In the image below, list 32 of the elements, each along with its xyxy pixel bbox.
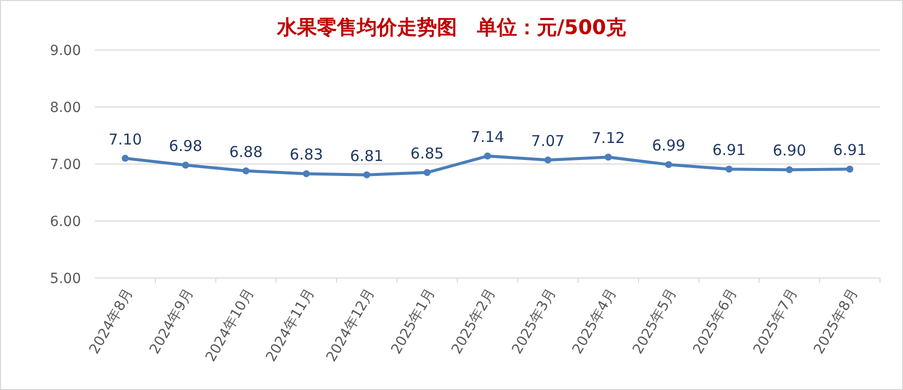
data-label: 6.90 bbox=[772, 142, 806, 160]
data-label: 6.98 bbox=[168, 137, 202, 156]
data-label: 6.99 bbox=[652, 136, 686, 155]
point bbox=[122, 154, 129, 162]
point bbox=[242, 167, 250, 174]
data-label: 7.14 bbox=[470, 128, 504, 146]
point bbox=[302, 170, 310, 178]
data-label: 6.91 bbox=[712, 141, 746, 160]
data-label: 6.85 bbox=[410, 144, 444, 163]
data-label: 7.12 bbox=[592, 129, 625, 148]
point bbox=[363, 171, 370, 178]
point bbox=[846, 166, 854, 173]
data-label: 7.07 bbox=[531, 132, 565, 150]
y-tick-label: 9.00 bbox=[50, 43, 81, 59]
data-label: 6.81 bbox=[350, 146, 384, 165]
point bbox=[726, 166, 733, 173]
data-label: 6.83 bbox=[290, 146, 324, 164]
y-tick-label: 5.00 bbox=[50, 271, 81, 287]
point bbox=[424, 169, 431, 176]
data-label: 6.88 bbox=[229, 142, 263, 161]
chart-title: 水果零售均价走势图 单位：元/500克 bbox=[276, 15, 626, 39]
point bbox=[484, 152, 491, 160]
point bbox=[786, 166, 793, 174]
data-label: 6.91 bbox=[833, 141, 867, 160]
y-tick-label: 7.00 bbox=[50, 157, 81, 173]
point bbox=[544, 156, 552, 164]
point bbox=[182, 162, 190, 169]
y-tick-label: 6.00 bbox=[50, 214, 81, 230]
data-label: 7.10 bbox=[108, 130, 142, 148]
point bbox=[665, 161, 672, 168]
point bbox=[604, 154, 612, 161]
y-tick-label: 8.00 bbox=[50, 100, 81, 116]
